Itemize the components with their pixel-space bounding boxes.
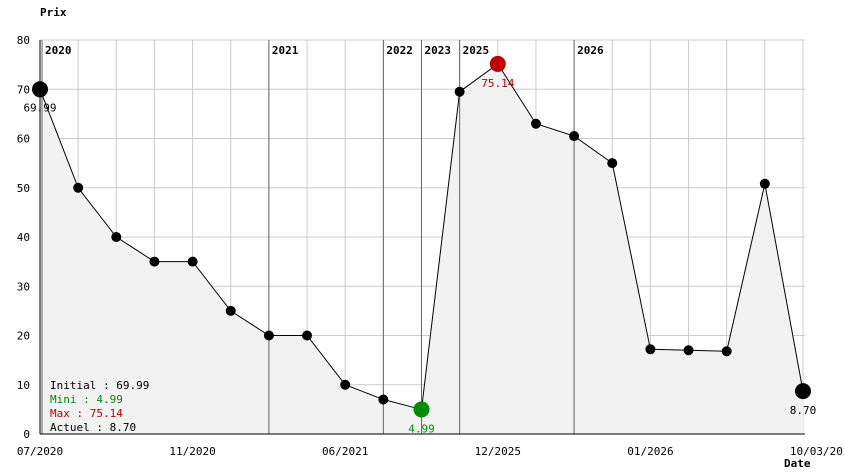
y-tick-label: 50 [17, 182, 30, 195]
data-point [645, 344, 656, 355]
max-point [489, 55, 506, 72]
legend-current: Actuel : 8.70 [50, 421, 136, 434]
y-axis-title: Prix [40, 6, 67, 19]
data-point [569, 131, 580, 142]
legend-initial: Initial : 69.99 [50, 379, 149, 392]
y-tick-label: 30 [17, 280, 30, 293]
x-tick-label: 11/2020 [169, 445, 215, 458]
year-marker-label: 2025 [463, 44, 490, 57]
price-area-fill [40, 63, 803, 435]
x-axis-title: Date [784, 457, 811, 470]
max-value-label: 75.14 [481, 77, 514, 90]
y-tick-label: 20 [17, 330, 30, 343]
data-point [530, 118, 541, 129]
initial-value-label: 69.99 [23, 101, 56, 114]
x-tick-label: 06/2021 [322, 445, 368, 458]
price-area [40, 63, 803, 435]
y-tick-label: 70 [17, 83, 30, 96]
y-tick-label: 0 [23, 428, 30, 441]
data-point [111, 232, 122, 242]
year-markers: 2020 2021 2022 2023 2025 2026 [41, 40, 604, 434]
data-point [683, 345, 694, 356]
min-point [413, 401, 430, 418]
data-point [187, 256, 198, 267]
summary-legend: Initial : 69.99 Mini : 4.99 Max : 75.14 … [50, 379, 149, 434]
data-point [607, 158, 618, 169]
x-tick-label: 12/2025 [475, 445, 521, 458]
data-point [340, 379, 351, 390]
data-point [721, 346, 732, 357]
min-value-label: 4.99 [408, 422, 435, 435]
y-tick-label: 60 [17, 133, 30, 146]
legend-min: Mini : 4.99 [50, 393, 123, 406]
data-point [759, 178, 770, 189]
current-value-label: 8.70 [790, 404, 817, 417]
data-point [302, 330, 313, 341]
y-tick-label: 80 [17, 34, 30, 47]
y-tick-label: 10 [17, 379, 30, 392]
year-marker-label: 2020 [45, 44, 72, 57]
year-marker-label: 2026 [577, 44, 604, 57]
data-point [73, 182, 84, 193]
x-tick-label: 01/2026 [627, 445, 673, 458]
x-tick-label: 07/2020 [17, 445, 63, 458]
legend-max: Max : 75.14 [50, 407, 123, 420]
axes: 0 10 20 30 40 50 60 70 80 07/2020 11/2020 06/2021 12… [17, 34, 844, 458]
value-labels: 69.99 4.99 75.14 8.70 [23, 77, 816, 435]
price-points [32, 55, 811, 418]
data-point [149, 256, 160, 267]
y-tick-label: 40 [17, 231, 30, 244]
data-point [263, 330, 274, 341]
data-point [454, 86, 465, 97]
current-point [795, 383, 811, 400]
year-marker-label: 2021 [272, 44, 299, 57]
x-tick-label: 10/03/2026 [790, 445, 844, 458]
data-point [378, 394, 389, 405]
year-marker-label: 2022 [386, 44, 413, 57]
year-marker-label: 2023 [425, 44, 452, 57]
data-point [225, 305, 236, 316]
